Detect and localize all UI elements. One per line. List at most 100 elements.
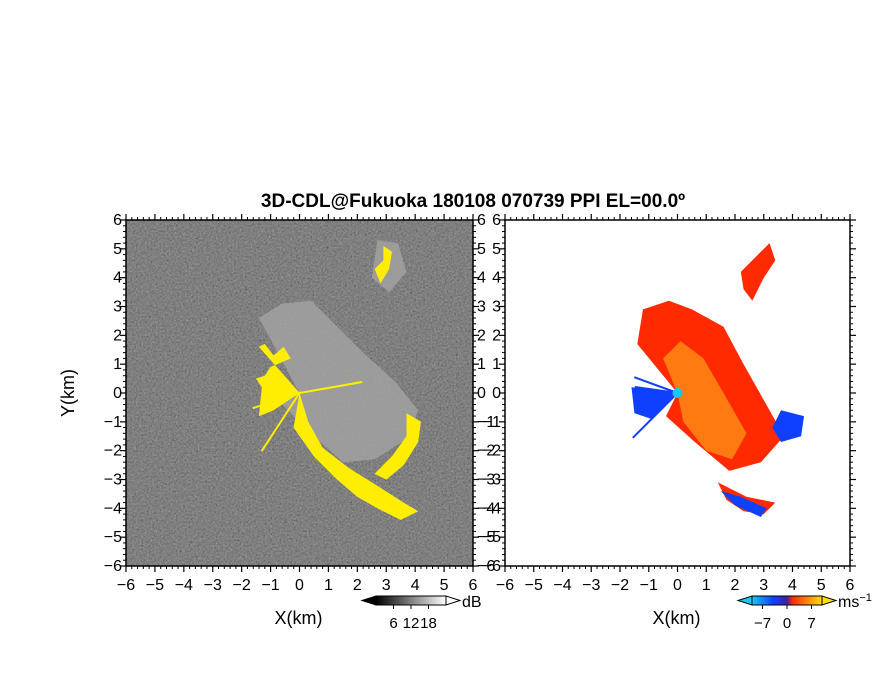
y-tick-label: −5 (483, 529, 501, 546)
y-tick-label: 6 (113, 212, 122, 229)
y-tick-label: 2 (113, 327, 122, 344)
radar-site-marker (672, 388, 683, 398)
x-tick-label: −1 (640, 577, 658, 594)
velocity-ppi-spoke-1 (632, 392, 679, 439)
y-tick-label-right: −6 (477, 558, 495, 575)
y-tick-label: 4 (492, 270, 501, 287)
x-tick-label: −3 (582, 577, 600, 594)
y-tick-label: 3 (492, 299, 501, 316)
velocity-ppi-spoke-0 (633, 376, 678, 394)
x-tick-label: −1 (261, 577, 279, 594)
y-tick-label-right: 1 (477, 356, 486, 373)
y-tick-label-right: 0 (477, 385, 486, 402)
x-tick-label: −2 (233, 577, 251, 594)
gray-echo-plume (259, 300, 419, 463)
y-tick-label: −2 (104, 443, 122, 460)
y-tick-label: −1 (483, 414, 501, 431)
y-axis-label: Y(km) (58, 369, 78, 417)
x-axis-label: X(km) (653, 608, 701, 628)
colorbar-min-arrow (736, 595, 753, 606)
y-tick-label: −3 (104, 472, 122, 489)
colorbar-tick-label: 0 (783, 615, 791, 632)
velocity-blue-east (772, 410, 804, 442)
y-tick-label: −3 (483, 472, 501, 489)
yellow-sector-west-overlay (256, 344, 300, 417)
x-tick-label: 0 (295, 577, 304, 594)
colorbar-unit-exponent: −1 (859, 592, 872, 604)
yellow-east-edge-overlay (374, 413, 421, 480)
velocity-blue-sector (631, 387, 678, 419)
y-tick-label: 5 (113, 241, 122, 258)
x-tick-label: 2 (353, 577, 362, 594)
y-tick-label-right: 6 (477, 212, 486, 229)
y-tick-label-right: 2 (477, 327, 486, 344)
colorbar-max-arrow (821, 595, 838, 606)
y-tick-label: 2 (492, 327, 501, 344)
y-tick-label: 5 (492, 241, 501, 258)
y-tick-label: −6 (104, 558, 122, 575)
reflectivity-ppi-spoke-0 (258, 377, 300, 394)
x-tick-label: 3 (382, 577, 391, 594)
x-tick-label: −5 (525, 577, 543, 594)
y-tick-label: 1 (113, 356, 122, 373)
x-tick-label: 5 (440, 577, 449, 594)
x-tick-label: −4 (175, 577, 193, 594)
colorbar-tick-label: 7 (807, 615, 815, 632)
velocity-ppi-colorbar: −7 0 7 ms−1 (736, 592, 872, 632)
x-tick-label: −2 (611, 577, 629, 594)
x-tick-label: 4 (411, 577, 420, 594)
colorbar-tick-label: 6 (389, 615, 397, 632)
y-tick-label: 1 (492, 356, 501, 373)
x-tick-label: −6 (496, 577, 514, 594)
reflectivity-ppi-data-layer (252, 240, 421, 520)
colorbar-tick-label: −7 (754, 615, 771, 632)
colorbar-unit-label: ms−1 (838, 592, 872, 611)
colorbar-tick-label: 12 (403, 615, 420, 632)
y-tick-label-right: −4 (477, 500, 495, 517)
velocity-blue-south-trim (720, 491, 767, 517)
x-tick-label: −6 (117, 577, 135, 594)
colorbar-tick-label: 18 (420, 615, 437, 632)
y-tick-label: 0 (492, 385, 501, 402)
x-tick-label: 2 (731, 577, 740, 594)
y-tick-label: 6 (492, 212, 501, 229)
gray-echo-plume-shading (259, 300, 419, 463)
y-tick-label-right: 4 (477, 270, 486, 287)
colorbar-unit-label: dB (462, 594, 482, 611)
x-tick-label: 0 (673, 577, 682, 594)
velocity-panel: −6 −6 −5 −5 −4 −4 −3 −3 −2 −2 −1 −1 0 0 1 1 2 2 3 3 4 4 5 5 6 6 X(… (483, 212, 872, 632)
x-tick-label: 3 (759, 577, 768, 594)
y-tick-label: −1 (104, 414, 122, 431)
x-tick-label: 5 (817, 577, 826, 594)
x-tick-label: −5 (146, 577, 164, 594)
y-tick-label-right: 5 (477, 241, 486, 258)
x-tick-label: −4 (553, 577, 571, 594)
y-tick-label: 4 (113, 270, 122, 287)
y-tick-label: −6 (483, 558, 501, 575)
velocity-core-orange (663, 341, 747, 460)
colorbar-gradient (751, 595, 823, 606)
velocity-ppi-spoke-2 (634, 385, 678, 394)
x-tick-label: 1 (702, 577, 711, 594)
x-tick-label: 6 (469, 577, 478, 594)
reflectivity-ppi-spoke-2 (260, 392, 301, 452)
colorbar-gradient (375, 595, 447, 606)
y-tick-label: −4 (104, 500, 122, 517)
x-tick-label: −3 (204, 577, 222, 594)
y-tick-label-right: −5 (477, 529, 495, 546)
x-tick-label: 6 (846, 577, 855, 594)
y-tick-label: 3 (113, 299, 122, 316)
x-tick-label: 4 (788, 577, 797, 594)
reflectivity-ppi-colorbar: 6 12 18 dB (360, 594, 482, 632)
y-tick-label: −5 (104, 529, 122, 546)
yellow-arc-southeast-overlay (293, 393, 419, 520)
reflectivity-ppi-spoke-1 (252, 392, 300, 410)
y-tick-label-right: −2 (477, 443, 495, 460)
colorbar-min-arrow (360, 595, 377, 606)
y-tick-label: −2 (483, 443, 501, 460)
reflectivity-panel: −6 −6 −6 −5 −5 −5 −4 −4 −4 −3 −3 −3 −2 −2 −2 −1 −1 −1 0 0 0 1… (58, 212, 495, 632)
y-tick-label: 0 (113, 385, 122, 402)
chart-title: 3D-CDL@Fukuoka 180108 070739 PPI EL=00.0… (261, 191, 685, 212)
colorbar-max-arrow (445, 595, 462, 606)
